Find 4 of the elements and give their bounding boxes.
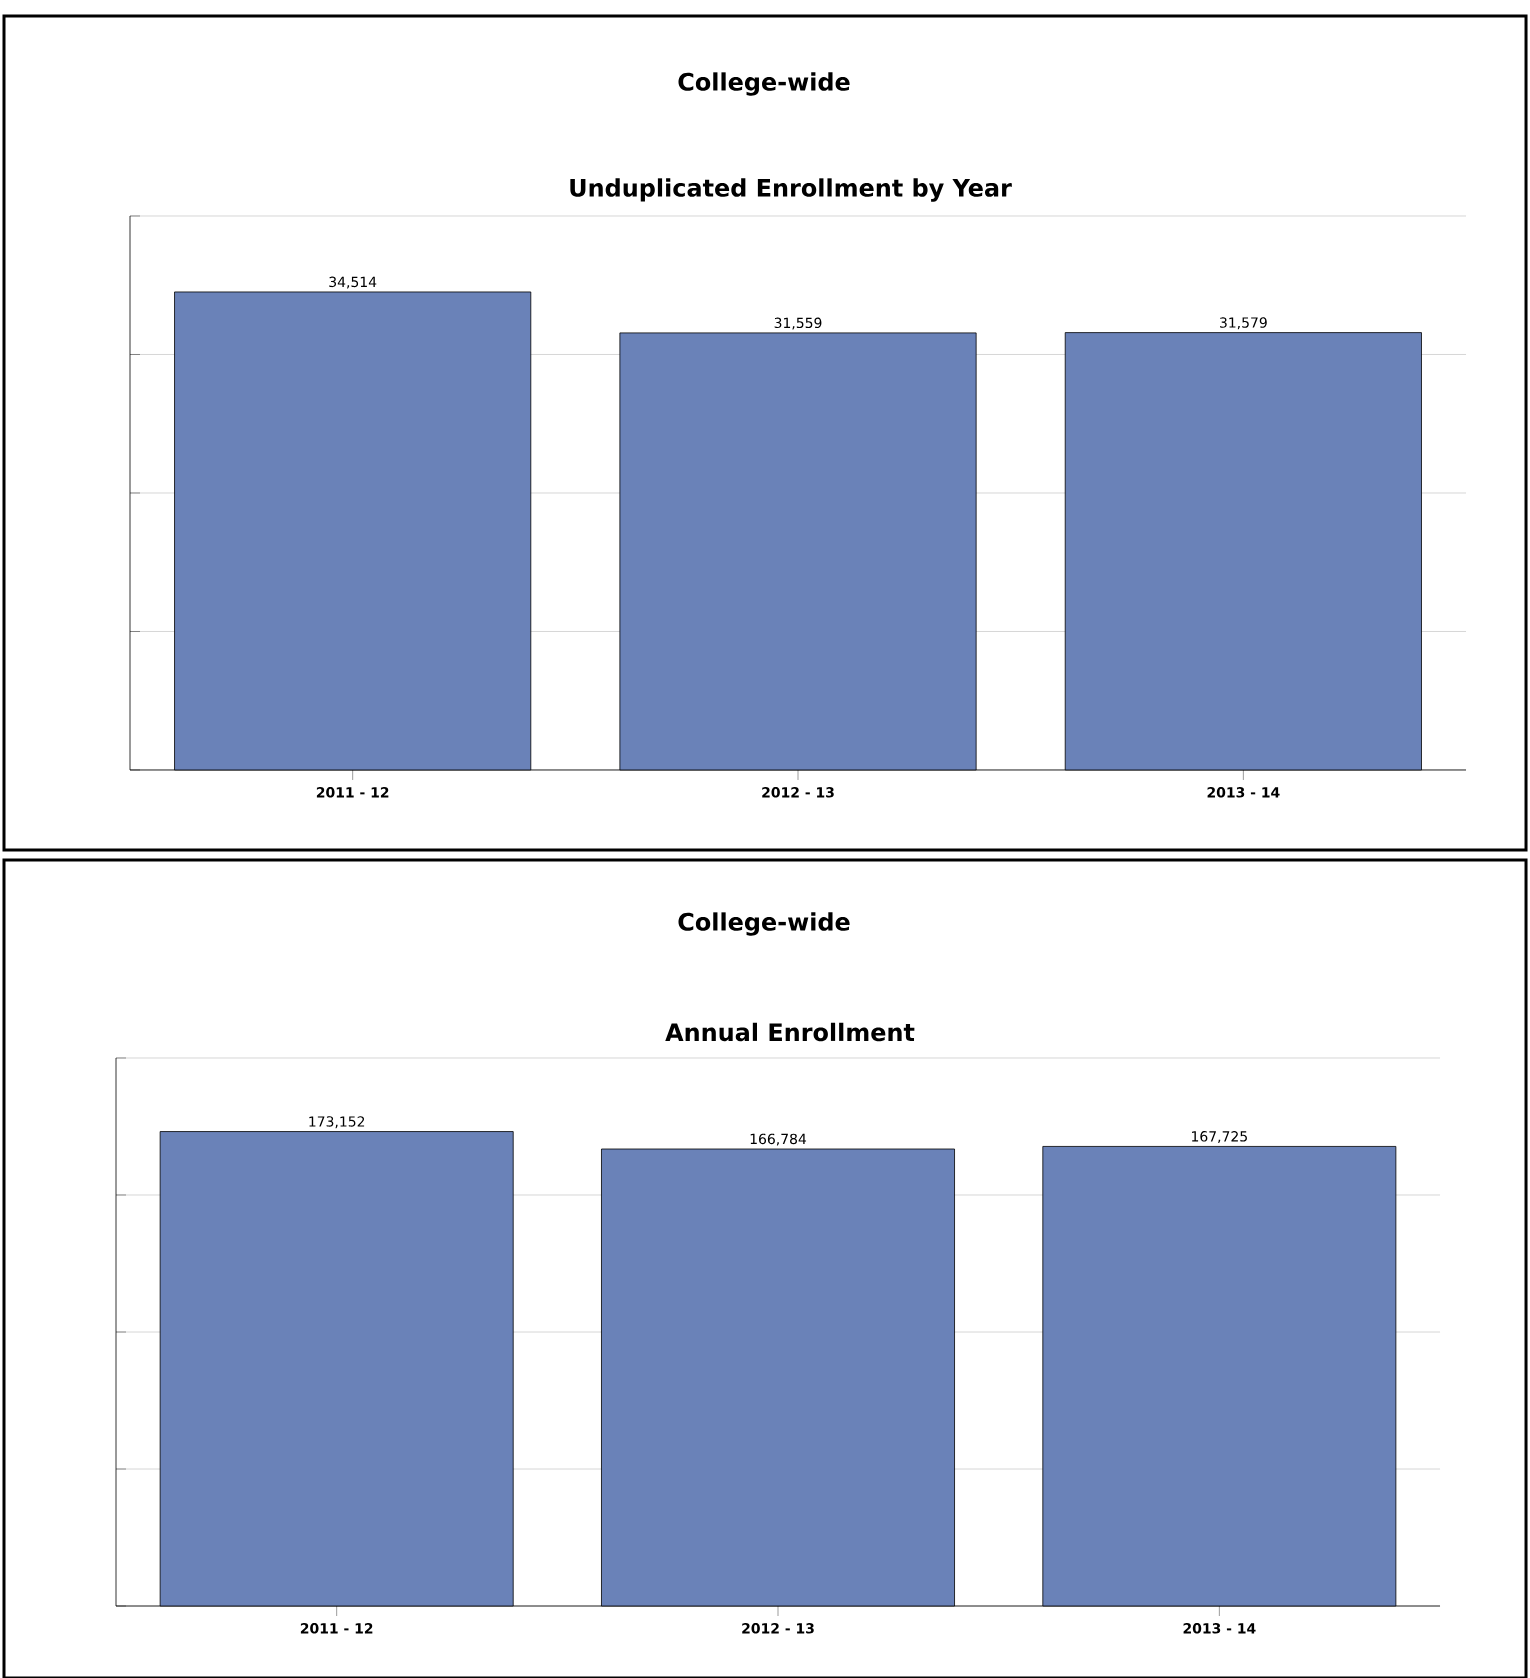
chart-title: College-wide (678, 912, 850, 936)
chart-title: College-wide (678, 72, 850, 96)
chart-subtitle: Unduplicated Enrollment by Year (570, 178, 1012, 202)
chart-subtitle: Annual Enrollment (665, 1022, 915, 1042)
